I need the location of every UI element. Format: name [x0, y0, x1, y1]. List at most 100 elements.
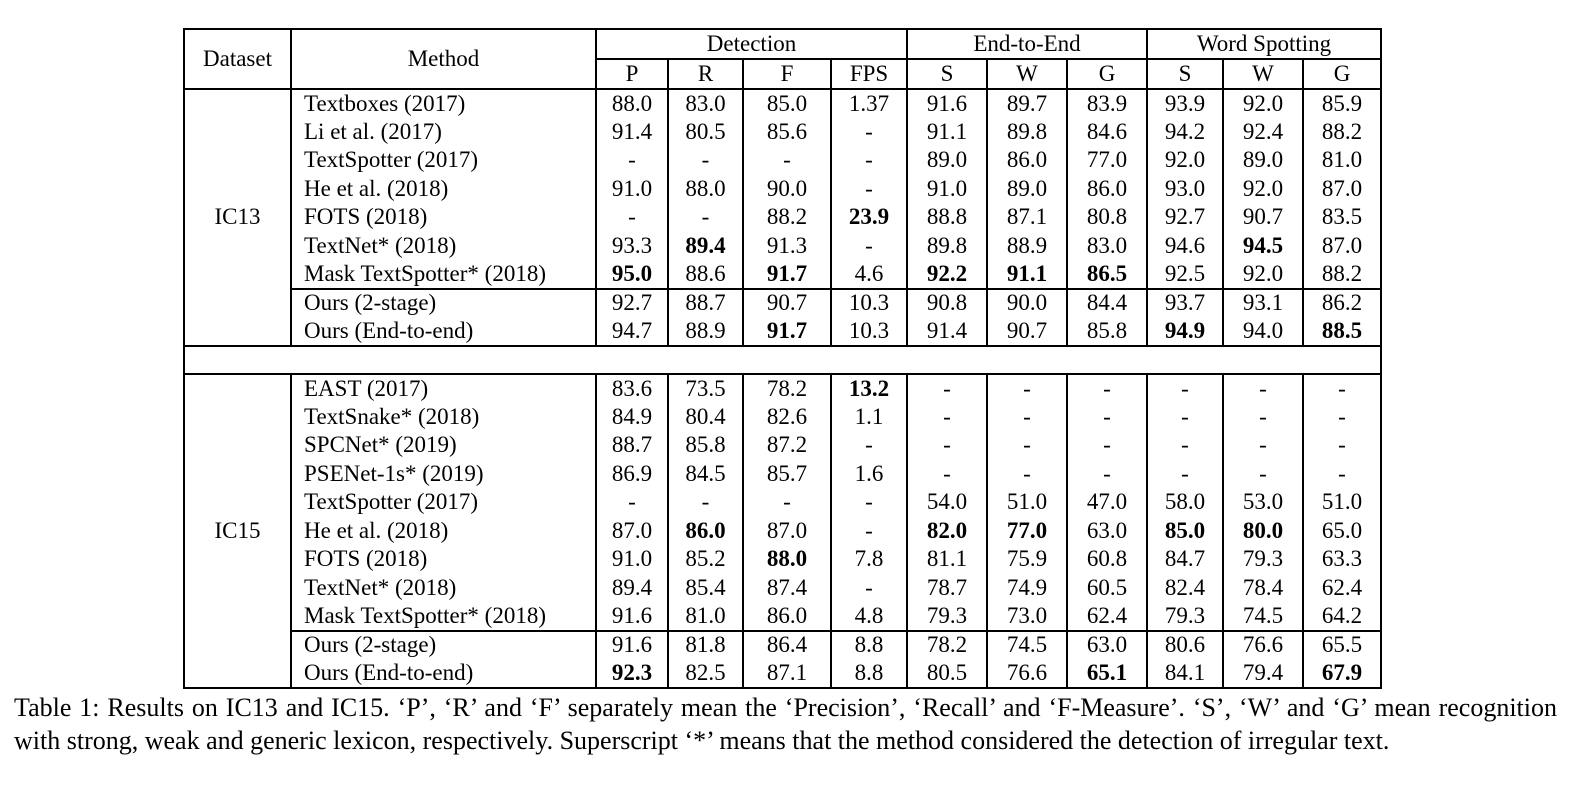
value-cell: 85.4: [667, 573, 744, 602]
value-cell: 89.0: [906, 146, 988, 175]
value-cell: 81.0: [667, 602, 744, 631]
value-cell: 84.6: [1066, 117, 1148, 146]
value-cell: 86.9: [595, 459, 669, 488]
method-cell: SPCNet* (2019): [290, 431, 597, 460]
value-cell: 91.0: [595, 545, 669, 574]
value-cell: 84.1: [1146, 659, 1224, 688]
value-cell: -: [986, 374, 1068, 403]
value-cell: 80.8: [1066, 203, 1148, 232]
value-cell: 91.1: [906, 117, 988, 146]
value-cell: 47.0: [1066, 488, 1148, 517]
value-cell: 64.2: [1302, 602, 1382, 631]
value-cell: 88.2: [1302, 260, 1382, 289]
value-cell: 8.8: [830, 629, 908, 659]
value-cell: -: [1066, 402, 1148, 431]
method-cell: Ours (2-stage): [290, 629, 597, 659]
value-cell: 89.4: [595, 573, 669, 602]
value-cell: 65.1: [1066, 659, 1148, 688]
value-cell: 90.0: [742, 174, 832, 203]
table-row: Ours (2-stage) 92.7 88.7 90.7 10.3 90.8 90.0 84…: [184, 287, 1382, 317]
value-cell: 8.8: [830, 659, 908, 688]
value-cell: 4.8: [830, 602, 908, 631]
value-cell: 89.8: [906, 231, 988, 260]
value-cell: 88.8: [906, 203, 988, 232]
value-cell: -: [986, 459, 1068, 488]
value-cell: 92.2: [906, 260, 988, 289]
value-cell: 83.9: [1066, 89, 1148, 118]
dataset-cell: IC15: [183, 374, 292, 688]
table-row: Mask TextSpotter* (2018) 91.6 81.0 86.0 4.8 7…: [184, 602, 1382, 631]
value-cell: -: [1302, 374, 1382, 403]
value-cell: 92.7: [1146, 203, 1224, 232]
value-cell: 76.6: [1222, 629, 1304, 659]
value-cell: 63.0: [1066, 516, 1148, 545]
value-cell: 91.3: [742, 231, 832, 260]
value-cell: -: [1222, 374, 1304, 403]
value-cell: 7.8: [830, 545, 908, 574]
value-cell: 85.7: [742, 459, 832, 488]
value-cell: 94.2: [1146, 117, 1224, 146]
value-cell: 93.0: [1146, 174, 1224, 203]
header-subcol-row: P R F FPS S W G S W G: [184, 59, 1382, 90]
value-cell: 92.4: [1222, 117, 1304, 146]
col-subheader: G: [1066, 59, 1148, 90]
value-cell: 81.8: [667, 629, 744, 659]
value-cell: -: [906, 374, 988, 403]
value-cell: 85.6: [742, 117, 832, 146]
value-cell: -: [830, 516, 908, 545]
table-row: Mask TextSpotter* (2018) 95.0 88.6 91.7 4.6 9…: [184, 260, 1382, 289]
value-cell: 84.9: [595, 402, 669, 431]
method-cell: FOTS (2018): [290, 545, 597, 574]
table-row: TextNet* (2018) 93.3 89.4 91.3-89.8 88.9 83.0…: [184, 231, 1382, 260]
value-cell: 94.0: [1222, 317, 1304, 346]
value-cell: 60.5: [1066, 573, 1148, 602]
value-cell: 91.0: [595, 174, 669, 203]
table-row: IC13 Textboxes (2017) 88.0 83.0 85.0 1.37 91.6…: [183, 89, 1382, 346]
value-cell: 82.6: [742, 402, 832, 431]
value-cell: -: [830, 231, 908, 260]
value-cell: 78.4: [1222, 573, 1304, 602]
value-cell: 78.2: [742, 374, 832, 403]
value-cell: 88.2: [742, 203, 832, 232]
col-subheader: W: [1222, 59, 1304, 90]
value-cell: 85.8: [1066, 317, 1148, 346]
value-cell: 87.0: [742, 516, 832, 545]
table-row: He et al. (2018) 91.0 88.0 90.0-91.0 89.0 86.…: [184, 174, 1382, 203]
value-cell: -: [906, 402, 988, 431]
value-cell: 10.3: [830, 317, 908, 346]
value-cell: -: [830, 146, 908, 175]
value-cell: -: [830, 174, 908, 203]
value-cell: 91.7: [742, 317, 832, 346]
value-cell: 74.5: [986, 629, 1068, 659]
value-cell: 83.6: [595, 374, 669, 403]
value-cell: 75.9: [986, 545, 1068, 574]
value-cell: -: [1146, 402, 1224, 431]
value-cell: 95.0: [595, 260, 669, 289]
method-cell: He et al. (2018): [290, 516, 597, 545]
table-row: PSENet-1s* (2019) 86.9 84.5 85.7 1.6- - - - - -: [184, 459, 1382, 488]
value-cell: 80.4: [667, 402, 744, 431]
value-cell: 81.0: [1302, 146, 1382, 175]
col-subheader: F: [742, 59, 832, 90]
value-cell: -: [1302, 402, 1382, 431]
value-cell: 82.4: [1146, 573, 1224, 602]
value-cell: -: [1146, 374, 1224, 403]
value-cell: 76.6: [986, 659, 1068, 688]
value-cell: 67.9: [1302, 659, 1382, 688]
value-cell: -: [906, 431, 988, 460]
table-row: Li et al. (2017) 91.4 80.5 85.6-91.1 89.8 84.…: [184, 117, 1382, 146]
value-cell: -: [1146, 431, 1224, 460]
value-cell: 74.5: [1222, 602, 1304, 631]
method-cell: TextSnake* (2018): [290, 402, 597, 431]
value-cell: 84.4: [1066, 287, 1148, 317]
value-cell: 58.0: [1146, 488, 1224, 517]
value-cell: 78.7: [906, 573, 988, 602]
col-group-header: Detection: [595, 29, 908, 60]
value-cell: 23.9: [830, 203, 908, 232]
value-cell: 87.0: [595, 516, 669, 545]
value-cell: 90.8: [906, 287, 988, 317]
value-cell: -: [667, 203, 744, 232]
value-cell: 78.2: [906, 629, 988, 659]
value-cell: 86.5: [1066, 260, 1148, 289]
method-cell: TextSpotter (2017): [290, 146, 597, 175]
